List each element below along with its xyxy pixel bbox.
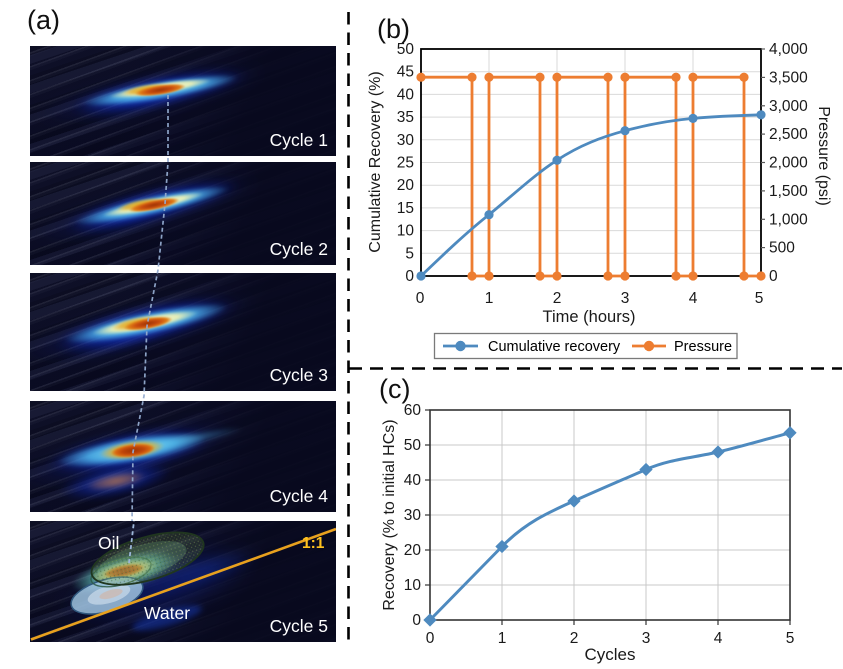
svg-text:20: 20 xyxy=(397,177,415,194)
svg-text:Cumulative recovery: Cumulative recovery xyxy=(488,339,621,355)
svg-text:Water: Water xyxy=(144,603,190,623)
svg-text:0: 0 xyxy=(405,268,414,285)
svg-text:0: 0 xyxy=(412,612,421,629)
svg-text:1:1: 1:1 xyxy=(302,535,325,552)
svg-text:4: 4 xyxy=(689,290,698,307)
svg-text:Cumulative Recovery (%): Cumulative Recovery (%) xyxy=(367,71,384,252)
svg-text:40: 40 xyxy=(404,472,422,489)
svg-text:25: 25 xyxy=(397,155,414,172)
svg-text:Recovery (% to initial HCs): Recovery (% to initial HCs) xyxy=(381,419,398,610)
svg-text:Pressure: Pressure xyxy=(674,339,732,355)
svg-text:1: 1 xyxy=(485,290,494,307)
svg-text:500: 500 xyxy=(769,240,795,257)
svg-text:1: 1 xyxy=(498,630,507,647)
svg-text:50: 50 xyxy=(397,41,415,58)
svg-text:(b): (b) xyxy=(377,14,410,44)
svg-text:5: 5 xyxy=(755,290,764,307)
svg-text:3: 3 xyxy=(621,290,630,307)
svg-text:35: 35 xyxy=(397,109,414,126)
svg-text:1,500: 1,500 xyxy=(769,183,808,200)
svg-text:3,500: 3,500 xyxy=(769,69,808,86)
svg-text:45: 45 xyxy=(397,64,414,81)
svg-text:Time (hours): Time (hours) xyxy=(543,308,636,326)
svg-text:5: 5 xyxy=(786,630,795,647)
svg-text:1,000: 1,000 xyxy=(769,211,808,228)
svg-text:0: 0 xyxy=(416,290,425,307)
svg-text:10: 10 xyxy=(397,223,415,240)
svg-text:3: 3 xyxy=(642,630,651,647)
svg-text:20: 20 xyxy=(404,542,422,559)
svg-text:30: 30 xyxy=(404,507,422,524)
svg-text:60: 60 xyxy=(404,402,422,419)
svg-text:2: 2 xyxy=(553,290,562,307)
svg-text:50: 50 xyxy=(404,437,422,454)
svg-text:5: 5 xyxy=(405,245,414,262)
svg-text:0: 0 xyxy=(426,630,435,647)
svg-text:30: 30 xyxy=(397,132,415,149)
svg-text:2,500: 2,500 xyxy=(769,126,808,143)
svg-text:3,000: 3,000 xyxy=(769,98,808,115)
svg-text:Oil: Oil xyxy=(98,533,119,553)
svg-text:0: 0 xyxy=(769,268,778,285)
svg-text:(c): (c) xyxy=(379,374,410,404)
svg-text:40: 40 xyxy=(397,86,415,103)
svg-text:2: 2 xyxy=(570,630,579,647)
svg-text:10: 10 xyxy=(404,577,422,594)
svg-text:4: 4 xyxy=(714,630,723,647)
svg-text:2,000: 2,000 xyxy=(769,155,808,172)
svg-text:Pressure (psi): Pressure (psi) xyxy=(815,106,832,206)
svg-text:4,000: 4,000 xyxy=(769,41,808,58)
svg-text:15: 15 xyxy=(397,200,414,217)
svg-text:Cycles: Cycles xyxy=(584,645,635,664)
